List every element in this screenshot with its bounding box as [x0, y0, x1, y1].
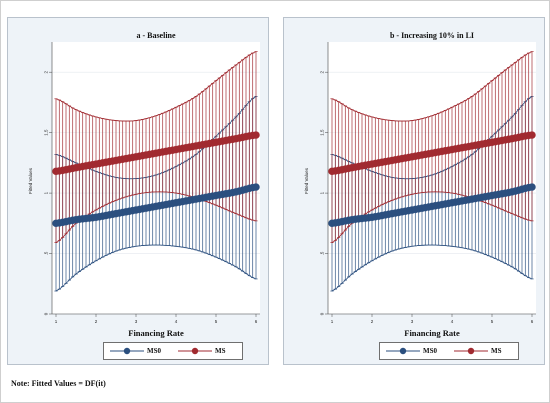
y-tick-label-a: .5 [44, 251, 49, 255]
ci-lower-line-ms0-b [331, 244, 533, 292]
y-tick-label-b: 2 [320, 70, 325, 73]
y-tick-label-a: 1.5 [44, 129, 49, 136]
chart-a-plot: 0 .5 1 1.5 2 1 2 3 4 5 6 a - Baseline Financing Rate… [28, 31, 260, 338]
point-ms-b [528, 131, 536, 139]
legend-a-swatch-ms [178, 347, 212, 355]
chart-panel-a: 0 .5 1 1.5 2 1 2 3 4 5 6 a - Baseline Financing Rate… [7, 17, 269, 365]
y-axis-title-a: Fitted Values [28, 167, 33, 194]
x-tick-label-a: 2 [95, 319, 98, 324]
chart-b-plot: 0 .5 1 1.5 2 1 2 3 4 5 6 b - Increasing 10% in LI Fi… [304, 31, 536, 338]
point-ms0-b [528, 183, 536, 191]
y-tick-label-a: 0 [44, 312, 49, 315]
x-tick-label-b: 2 [371, 319, 374, 324]
x-tick-label-a: 4 [175, 319, 178, 324]
figure-note: Note: Fitted Values = DF(it) [11, 379, 106, 388]
x-tick-label-a: 6 [255, 319, 258, 324]
x-tick-label-a: 1 [55, 319, 58, 324]
ci-lower-line-ms-a [55, 191, 257, 243]
legend-b-swatch-ms0 [386, 347, 420, 355]
legend-b-item-ms: MS [454, 343, 502, 359]
legend-b-label-ms: MS [491, 347, 502, 355]
chart-title-a: a - Baseline [136, 31, 176, 40]
legend-b-swatch-ms [454, 347, 488, 355]
ci-lower-line-ms-b [331, 191, 533, 243]
legend-a-item-ms0: MS0 [110, 343, 161, 359]
x-tick-label-b: 6 [531, 319, 534, 324]
chart-title-b: b - Increasing 10% in LI [390, 31, 474, 40]
markers-ms-b [328, 131, 536, 176]
y-tick-label-b: .5 [320, 251, 325, 255]
x-tick-label-a: 3 [135, 319, 138, 324]
ci-upper-line-ms-b [331, 51, 533, 122]
point-ms0-a [252, 183, 260, 191]
chart-panel-b: 0 .5 1 1.5 2 1 2 3 4 5 6 b - Increasing 10% in LI Fi… [283, 17, 545, 365]
x-axis-title-b: Financing Rate [404, 328, 460, 338]
legend-a-swatch-ms0 [110, 347, 144, 355]
ci-upper-line-ms-a [55, 51, 257, 122]
markers-ms0-a [52, 183, 260, 228]
y-tick-label-b: 1.5 [320, 129, 325, 136]
y-tick-label-b: 1 [320, 191, 325, 194]
y-tick-label-a: 1 [44, 191, 49, 194]
legend-b: MS0 MS [379, 342, 519, 360]
y-axis-title-b: Fitted Values [304, 167, 309, 194]
x-tick-label-b: 5 [491, 319, 494, 324]
legend-a: MS0 MS [103, 342, 243, 360]
x-tick-label-b: 3 [411, 319, 414, 324]
x-tick-label-a: 5 [215, 319, 218, 324]
markers-ms-a [52, 131, 260, 176]
y-tick-label-b: 0 [320, 312, 325, 315]
x-tick-label-b: 1 [331, 319, 334, 324]
legend-b-item-ms0: MS0 [386, 343, 437, 359]
y-tick-label-a: 2 [44, 70, 49, 73]
x-tick-label-b: 4 [451, 319, 454, 324]
markers-ms0-b [328, 183, 536, 228]
legend-a-item-ms: MS [178, 343, 226, 359]
ci-lower-line-ms0-a [55, 244, 257, 292]
point-ms-a [252, 131, 260, 139]
legend-a-label-ms0: MS0 [147, 347, 161, 355]
legend-b-label-ms0: MS0 [423, 347, 437, 355]
legend-a-label-ms: MS [215, 347, 226, 355]
x-axis-title-a: Financing Rate [128, 328, 184, 338]
